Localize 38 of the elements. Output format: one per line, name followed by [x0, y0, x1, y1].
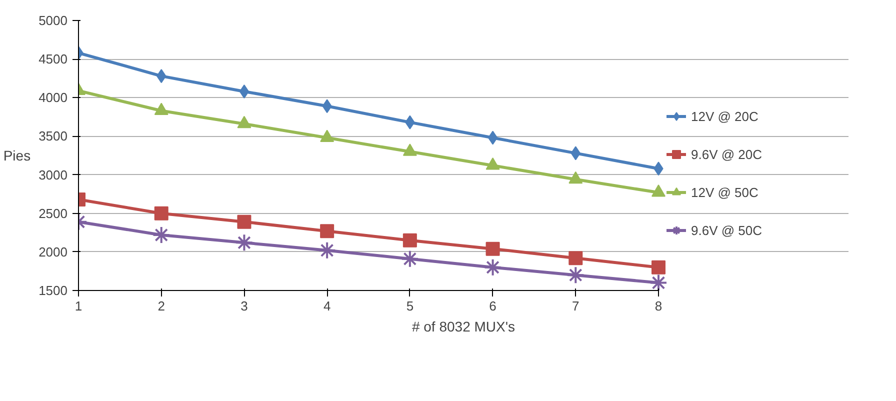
y-tick-label: 2000	[38, 244, 68, 260]
x-tick-label: 3	[240, 298, 248, 314]
point	[484, 258, 502, 276]
y-tick-label: 1500	[38, 283, 68, 298]
x-tick-label: 4	[323, 298, 331, 314]
x-tick-label: 8	[654, 298, 662, 314]
y-axis-title: Pies	[3, 148, 31, 164]
point	[486, 242, 500, 256]
legend-label: 12V @ 20C	[691, 108, 758, 124]
legend-label: 9.6V @ 50C	[691, 222, 762, 238]
x-axis-title: # of 8032 MUX's	[412, 318, 516, 334]
y-tick-label: 5000	[38, 13, 68, 28]
point	[650, 274, 668, 290]
point	[237, 214, 252, 229]
y-tick-label: 4500	[38, 52, 68, 67]
point	[566, 266, 585, 284]
y-tick-label: 3500	[38, 128, 68, 144]
y-tick-label: 2500	[38, 206, 68, 221]
point	[154, 206, 168, 220]
point	[402, 233, 417, 248]
legend-label: 12V @ 50C	[691, 184, 758, 200]
x-tick-label: 1	[74, 298, 82, 314]
x-tick-label: 6	[489, 298, 496, 314]
point	[318, 241, 336, 260]
point	[400, 250, 419, 268]
x-tick-label: 5	[406, 298, 414, 314]
point	[652, 260, 666, 274]
point	[488, 130, 498, 145]
point	[239, 84, 250, 98]
y-tick-label: 3000	[38, 167, 68, 182]
x-tick-label: 7	[572, 298, 580, 314]
legend-label: 9.6V @ 20C	[691, 146, 762, 162]
point	[568, 251, 583, 266]
point	[152, 226, 170, 244]
y-tick-label: 4000	[38, 90, 68, 106]
point	[320, 224, 334, 238]
x-tick-label: 2	[158, 298, 165, 314]
point	[235, 234, 254, 252]
